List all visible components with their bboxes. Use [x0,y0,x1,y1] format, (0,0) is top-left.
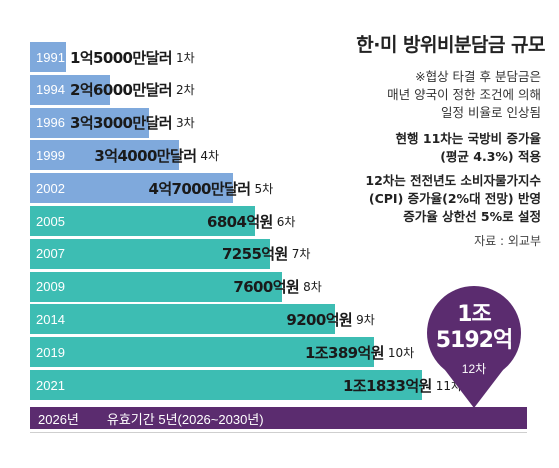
bar-2026-year: 2026년 [38,411,79,427]
bar-2005: 2005 6804억원 6차 [30,206,295,236]
bar-2019-value-label: 1조389억원 10차 [305,337,414,367]
bar-2002-round: 5차 [254,181,274,196]
bar-2009-year: 2009 [36,279,65,295]
bar-1996-value-label: 3억3000만달러 3차 [70,108,195,138]
bar-1999: 1999 3억4000만달러 4차 [30,140,219,171]
bar-2005-value-label: 6804억원 6차 [207,206,295,236]
bar-2009-round: 8차 [303,280,322,295]
bar-2014-year: 2014 [36,311,65,327]
bar-1996: 1996 3억3000만달러 3차 [30,107,195,138]
bar-2002-value: 4억7000만달러 [148,179,251,198]
bar-1999-round: 4차 [200,148,220,163]
baseline-divider [30,432,527,433]
bar-2009: 2009 7600억원 8차 [30,271,322,302]
bar-1994-round: 2차 [176,83,195,98]
source-note: 자료 : 외교부 [474,234,541,248]
bar-2002-year: 2002 [36,180,65,196]
highlight-value-line-2: 5192억 [435,328,513,353]
bar-2026-period: 유효기간 5년(2026~2030년) [106,411,264,427]
bar-2009-value-label: 7600억원 8차 [233,272,321,302]
bar-1991-value: 1억5000만달러 [70,48,173,67]
bar-1999-value-label: 3억4000만달러 4차 [94,140,219,170]
bar-1996-value: 3억3000만달러 [70,114,173,133]
bar-2002-value-label: 4억7000만달러 5차 [148,173,273,203]
bar-2005-year: 2005 [36,213,65,229]
note-line-2: 매년 양국이 정한 조건에 의해 [387,87,541,102]
bar-2007-value: 7255억원 [221,245,288,264]
rule2-line-3: 증가율 상한선 5%로 설정 [403,209,541,224]
note-line-3: 일정 비율로 인상됨 [441,105,541,120]
rule1-line-1: 현행 11차는 국방비 증가율 [395,131,541,146]
rule1-line-2: (평균 4.3%) 적용 [440,149,541,164]
bar-2021: 2021 1조1833억원 11차 [30,370,462,400]
rule2-line-2: (CPI) 증가율(2%대 전망) 반영 [368,191,541,206]
bar-2019-year: 2019 [36,344,65,360]
bar-2019-value: 1조389억원 [304,343,385,362]
bar-2005-value: 6804억원 [207,212,273,231]
highlight-pin-marker [427,286,521,408]
highlight-value-line-1: 1조 [457,302,492,327]
bar-2021-year: 2021 [36,377,65,393]
bar-2014-value: 9200억원 [286,310,353,329]
bar-1991-round: 1차 [176,50,195,65]
bar-2005-round: 6차 [276,214,296,229]
bar-1994: 1994 2억6000만달러 2차 [30,74,195,105]
bar-2007: 2007 7255억원 7차 [30,238,310,269]
bar-1994-year: 1994 [36,82,65,98]
bar-2019: 2019 1조389억원 10차 [30,337,414,368]
note-line-1: ※협상 타결 후 분담금은 [415,69,541,84]
bar-1994-value: 2억6000만달러 [70,81,173,100]
bar-1996-year: 1996 [36,115,65,131]
bar-2009-value: 7600억원 [233,278,300,297]
bar-2014-value-label: 9200억원 9차 [286,304,374,334]
bar-2021-value: 1조1833억원 [342,376,432,395]
bar-1999-value: 3억4000만달러 [94,146,197,165]
bar-2007-value-label: 7255억원 7차 [222,239,310,269]
chart-title: 한·미 방위비분담금 규모 [356,34,545,56]
bar-2007-year: 2007 [36,246,65,262]
bar-2026: 2026년 유효기간 5년(2026~2030년) [30,407,527,429]
bar-2014: 2014 9200억원 9차 [30,304,375,335]
bar-1999-year: 1999 [36,147,65,163]
bar-2019-round: 10차 [387,345,415,360]
bar-1991: 1991 1억5000만달러 1차 [30,42,195,72]
bar-2002: 2002 4억7000만달러 5차 [30,173,273,204]
bar-1991-value-label: 1억5000만달러 1차 [70,42,195,72]
highlight-round: 12차 [461,362,487,376]
bar-1991-year: 1991 [36,49,65,65]
bar-1996-round: 3차 [176,116,195,131]
rule2-line-1: 12차는 전전년도 소비자물가지수 [365,173,541,188]
bar-2007-round: 7차 [291,247,311,262]
bar-1994-value-label: 2억6000만달러 2차 [70,75,195,105]
bar-2014-round: 9차 [356,312,375,327]
